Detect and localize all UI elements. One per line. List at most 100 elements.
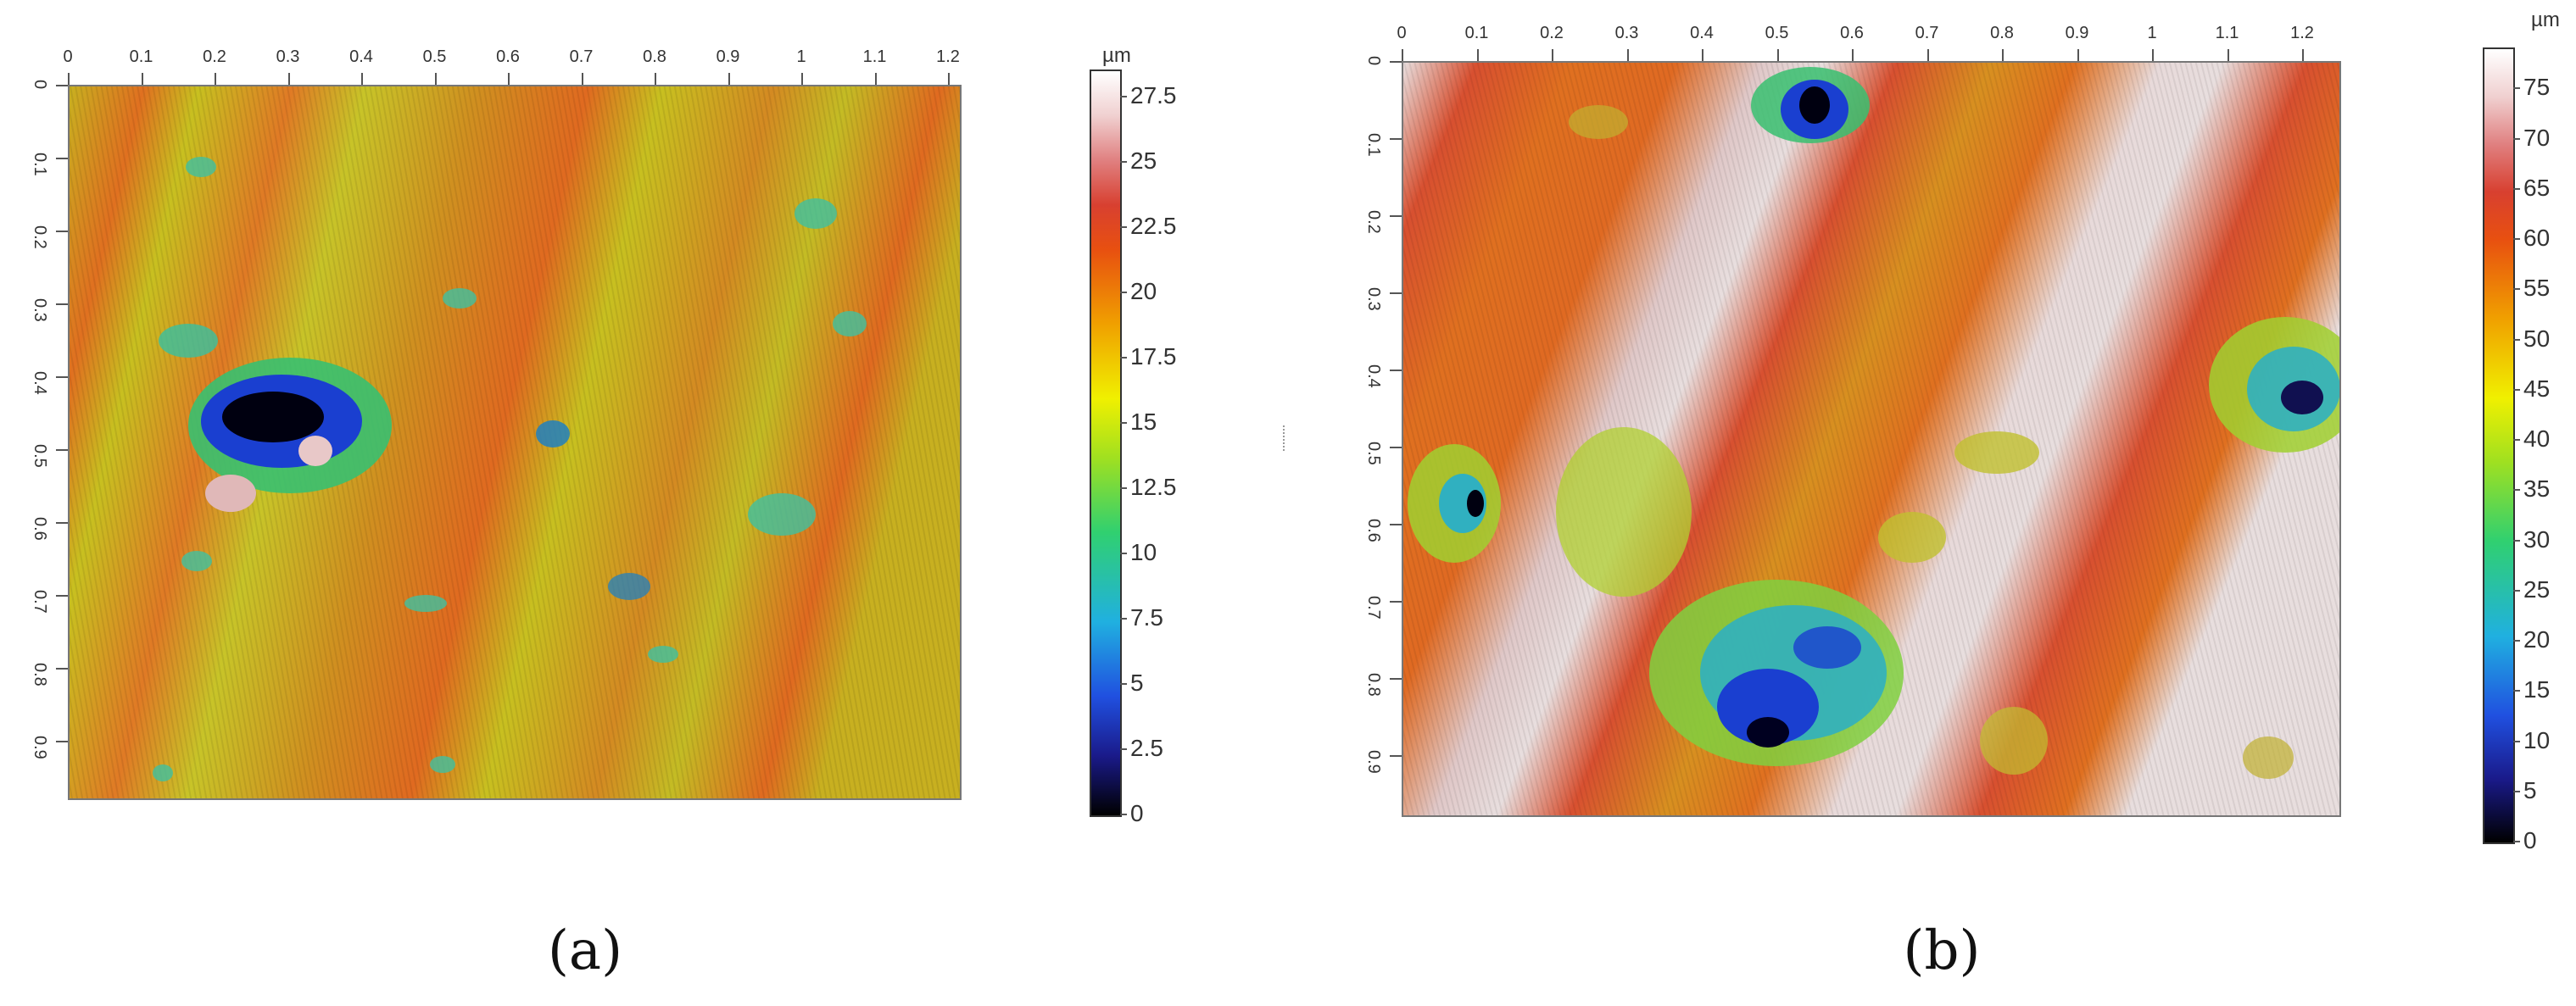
x-tick-label: 0	[1397, 24, 1407, 42]
x-tick-label: 1	[796, 47, 806, 66]
x-tick-label: 0.9	[716, 47, 740, 66]
x-tick-label: 1	[2147, 24, 2157, 42]
y-tick-label: 0.8	[1364, 673, 1383, 697]
x-tick-label: 0.2	[1540, 24, 1564, 42]
x-tick-mark	[215, 73, 216, 85]
colorbar-tick-label: 40	[2523, 425, 2551, 453]
y-tick-mark	[56, 522, 68, 524]
separator-mark	[1283, 425, 1295, 451]
y-tick-label: 0.2	[31, 225, 49, 249]
colorbar-tick-label: 22.5	[1130, 212, 1177, 239]
colorbar-tick-mark	[1120, 486, 1127, 489]
y-tick-mark	[56, 85, 68, 86]
x-tick-label: 1.1	[862, 47, 887, 66]
surface-map-a	[68, 85, 962, 800]
y-tick-label: 0.3	[1364, 287, 1383, 311]
x-tick-label: 0.6	[1840, 24, 1864, 42]
x-tick-mark	[1626, 49, 1629, 61]
x-tick-mark	[1476, 49, 1479, 61]
y-tick-mark	[56, 231, 68, 232]
x-tick-label: 0.8	[643, 47, 666, 66]
colorbar-tick-mark	[2513, 238, 2520, 241]
colorbar-tick-mark	[1120, 748, 1127, 750]
colorbar-tick-label: 20	[2523, 626, 2551, 653]
colorbar-tick-label: 20	[1130, 277, 1157, 304]
colorbar-tick-mark	[2513, 690, 2520, 692]
colorbar-tick-mark	[2513, 137, 2520, 140]
colorbar-tick-label: 2.5	[1130, 734, 1163, 761]
x-tick-label: 0.2	[203, 47, 226, 66]
x-tick-label: 0.7	[569, 47, 594, 66]
colorbar-tick-label: 10	[1130, 538, 1157, 565]
colorbar-tick-mark	[1120, 356, 1127, 358]
y-tick-label: 0	[1364, 56, 1383, 66]
colorbar-tick-label: 7.5	[1130, 603, 1163, 631]
colorbar-tick-label: 25	[1130, 147, 1157, 174]
y-tick-mark	[56, 595, 68, 597]
colorbar-tick-label: 15	[2523, 676, 2551, 703]
x-tick-mark	[2227, 49, 2229, 61]
colorbar-tick-mark	[1120, 552, 1127, 554]
colorbar-tick-label: 75	[2523, 74, 2551, 101]
caption-a: (a)	[547, 920, 623, 982]
y-tick-label: 0.4	[31, 371, 49, 395]
x-tick-mark	[1926, 49, 1929, 61]
x-tick-label: 0.4	[1690, 24, 1714, 42]
x-tick-mark	[655, 73, 656, 85]
x-tick-mark	[2077, 49, 2079, 61]
x-tick-mark	[2152, 49, 2154, 61]
x-tick-label: 1.2	[2290, 24, 2314, 42]
y-tick-label: 0.8	[31, 663, 49, 686]
colorbar-tick-label: 35	[2523, 475, 2551, 503]
y-tick-label: 0.1	[1364, 133, 1383, 157]
colorbar-tick-mark	[2513, 841, 2520, 842]
colorbar-tick-label: 10	[2523, 726, 2551, 753]
y-tick-label: 0	[31, 80, 49, 90]
colorbar-tick-label: 65	[2523, 174, 2551, 201]
x-tick-mark	[508, 73, 510, 85]
y-tick-label: 0.2	[1364, 210, 1383, 234]
x-tick-mark	[1402, 49, 1403, 61]
y-tick-label: 0.5	[31, 444, 49, 468]
y-tick-mark	[1390, 524, 1402, 525]
colorbar-tick-label: 5	[2523, 776, 2537, 803]
colorbar-tick-mark	[2513, 539, 2520, 542]
y-tick-label: 0.1	[31, 153, 49, 176]
x-tick-label: 0	[63, 47, 73, 66]
y-tick-label: 0.6	[1364, 519, 1383, 542]
y-tick-mark	[56, 668, 68, 670]
colorbar-tick-label: 25	[2523, 575, 2551, 603]
colorbar-tick-mark	[2513, 640, 2520, 642]
colorbar-tick-mark	[2513, 338, 2520, 341]
colorbar-tick-label: 60	[2523, 225, 2551, 252]
x-tick-mark	[874, 73, 877, 85]
y-tick-label: 0.7	[31, 590, 49, 614]
y-tick-mark	[1390, 447, 1402, 448]
colorbar-a	[1090, 69, 1122, 817]
colorbar-tick-label: 5	[1130, 669, 1144, 696]
y-tick-label: 0.5	[1364, 442, 1383, 465]
x-tick-label: 0.7	[1915, 24, 1939, 42]
x-tick-mark	[287, 73, 290, 85]
colorbar-tick-mark	[1120, 160, 1127, 163]
x-tick-mark	[434, 73, 437, 85]
x-tick-mark	[1702, 49, 1703, 61]
colorbar-unit-b: µm	[2531, 8, 2560, 31]
y-tick-mark	[1390, 601, 1402, 603]
colorbar-unit-a: µm	[1102, 44, 1131, 67]
x-tick-mark	[141, 73, 143, 85]
colorbar-tick-mark	[1120, 225, 1127, 228]
x-tick-mark	[1552, 49, 1553, 61]
colorbar-tick-mark	[2513, 740, 2520, 742]
x-tick-label: 0.3	[1614, 24, 1639, 42]
colorbar-tick-mark	[1120, 291, 1127, 293]
y-tick-label: 0.6	[31, 517, 49, 541]
colorbar-tick-label: 27.5	[1130, 81, 1177, 108]
y-tick-mark	[56, 303, 68, 305]
colorbar-tick-label: 30	[2523, 525, 2551, 553]
colorbar-tick-mark	[1120, 95, 1127, 97]
colorbar-tick-label: 45	[2523, 375, 2551, 402]
x-tick-mark	[1852, 49, 1854, 61]
x-tick-label: 0.8	[1990, 24, 2014, 42]
x-tick-label: 0.3	[276, 47, 300, 66]
